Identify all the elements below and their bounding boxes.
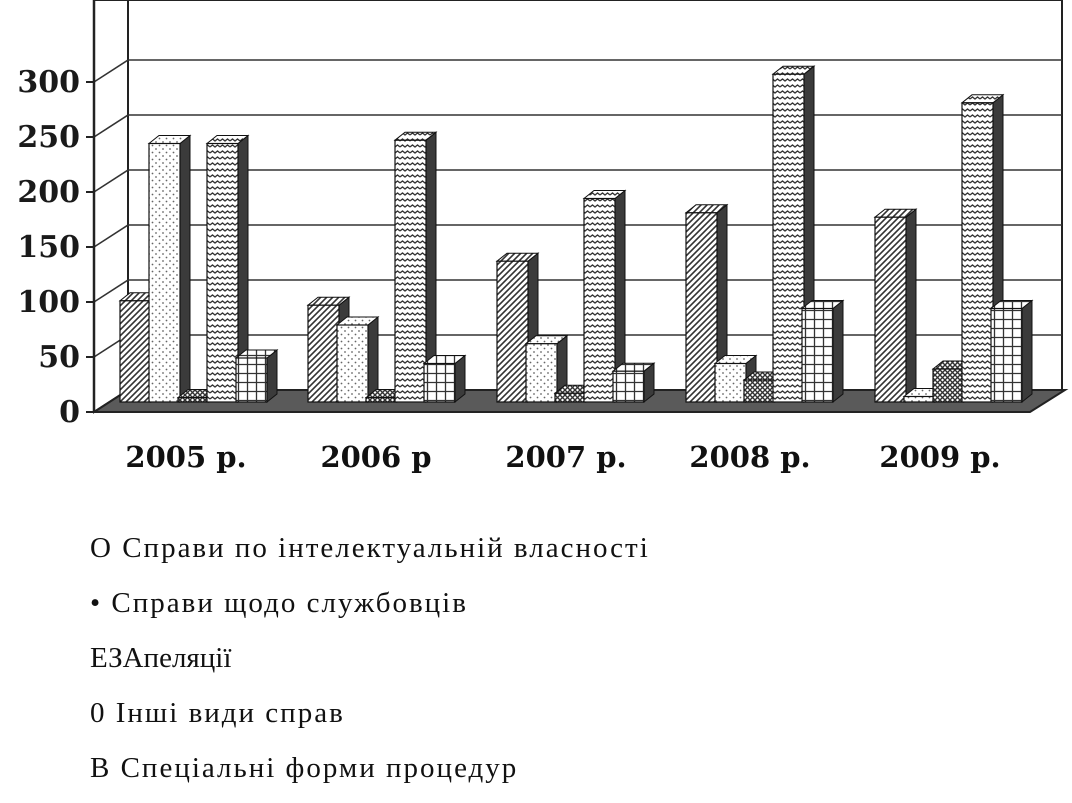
y-tick-label: 150: [17, 230, 80, 265]
bar-side: [905, 208, 917, 404]
bar-front: [714, 362, 747, 403]
bar: [422, 354, 467, 404]
bar-front: [206, 142, 239, 403]
bar-side: [832, 299, 844, 404]
bar-front: [307, 304, 340, 403]
bar-front: [743, 379, 776, 403]
x-tick-label: 2008 р.: [689, 440, 811, 474]
y-tick-label: 200: [17, 175, 80, 210]
y-axis: 0 50 100 150 200 250 300: [17, 65, 94, 430]
bar: [234, 348, 279, 404]
legend-label: Інші види справ: [115, 697, 345, 729]
legend-item-staff-cases: • Справи щодо службовців: [90, 583, 1050, 638]
legend-label: Справи по інтелектуальній власності: [122, 532, 650, 564]
bar: [335, 315, 380, 404]
bar-series: [118, 65, 1034, 404]
bar-front: [874, 216, 907, 403]
legend-label: Спеціальні форми процедур: [120, 752, 519, 784]
legend-label: Справи щодо службовців: [111, 587, 468, 619]
bar-side: [266, 348, 278, 404]
bar: [147, 134, 192, 404]
x-axis-labels: 2005 р. 2006 р 2007 р. 2008 р. 2009 р.: [0, 440, 1072, 490]
legend-marker: ЕЗ: [90, 642, 123, 674]
y-tick-label: 300: [17, 65, 80, 100]
bar-front: [423, 362, 456, 403]
bar-front: [612, 370, 645, 403]
bar-front: [496, 260, 529, 403]
bar-front: [336, 324, 369, 403]
bar-front: [119, 300, 152, 403]
legend: О Справи по інтелектуальній власності • …: [90, 528, 1050, 803]
legend-marker: •: [90, 587, 103, 619]
y-tick-label: 0: [59, 395, 80, 430]
bar-front: [903, 395, 936, 403]
gridline-side: [93, 59, 129, 83]
bar-front: [685, 212, 718, 403]
bar-front: [365, 397, 398, 403]
bar-front: [525, 343, 558, 403]
bar-front: [932, 368, 965, 403]
bar: [393, 131, 438, 404]
gridline-side: [93, 224, 129, 248]
bar-side: [179, 134, 191, 404]
gridline-side: [93, 279, 129, 303]
legend-marker: В: [90, 752, 112, 784]
bar-front: [990, 307, 1023, 403]
bar-front: [177, 397, 210, 403]
legend-item-special-procedures: В Спеціальні форми процедур: [90, 748, 1050, 803]
legend-item-intellectual-property: О Справи по інтелектуальній власності: [90, 528, 1050, 583]
bar: [582, 189, 627, 404]
legend-marker: О: [90, 532, 113, 564]
bar-front: [394, 139, 427, 403]
legend-marker: 0: [90, 697, 107, 729]
bar-front: [583, 197, 616, 403]
x-tick-label: 2009 р.: [879, 440, 1001, 474]
bar: [611, 362, 656, 404]
bar-front: [801, 307, 834, 403]
bar-front: [148, 142, 181, 403]
bar-side: [1021, 299, 1033, 404]
y-tick-label: 250: [17, 120, 80, 155]
bar-front: [554, 392, 587, 403]
bar-front: [235, 357, 268, 403]
x-tick-label: 2006 р: [320, 440, 432, 474]
legend-label: Апеляції: [122, 642, 232, 674]
y-tick-label: 50: [38, 340, 80, 375]
bar-front: [961, 102, 994, 403]
legend-item-other-cases: 0 Інші види справ: [90, 693, 1050, 748]
bar-front: [772, 73, 805, 403]
bar: [989, 299, 1034, 404]
bar-chart: 0 50 100 150 200 250 300: [17, 0, 1069, 430]
gridline-side: [93, 114, 129, 138]
bar: [800, 299, 845, 404]
bar: [873, 208, 918, 404]
x-tick-label: 2007 р.: [505, 440, 627, 474]
y-tick-label: 100: [17, 285, 80, 320]
gridline-side: [93, 169, 129, 193]
legend-item-appeals: ЕЗАпеляції: [90, 638, 1050, 693]
x-tick-label: 2005 р.: [125, 440, 247, 474]
